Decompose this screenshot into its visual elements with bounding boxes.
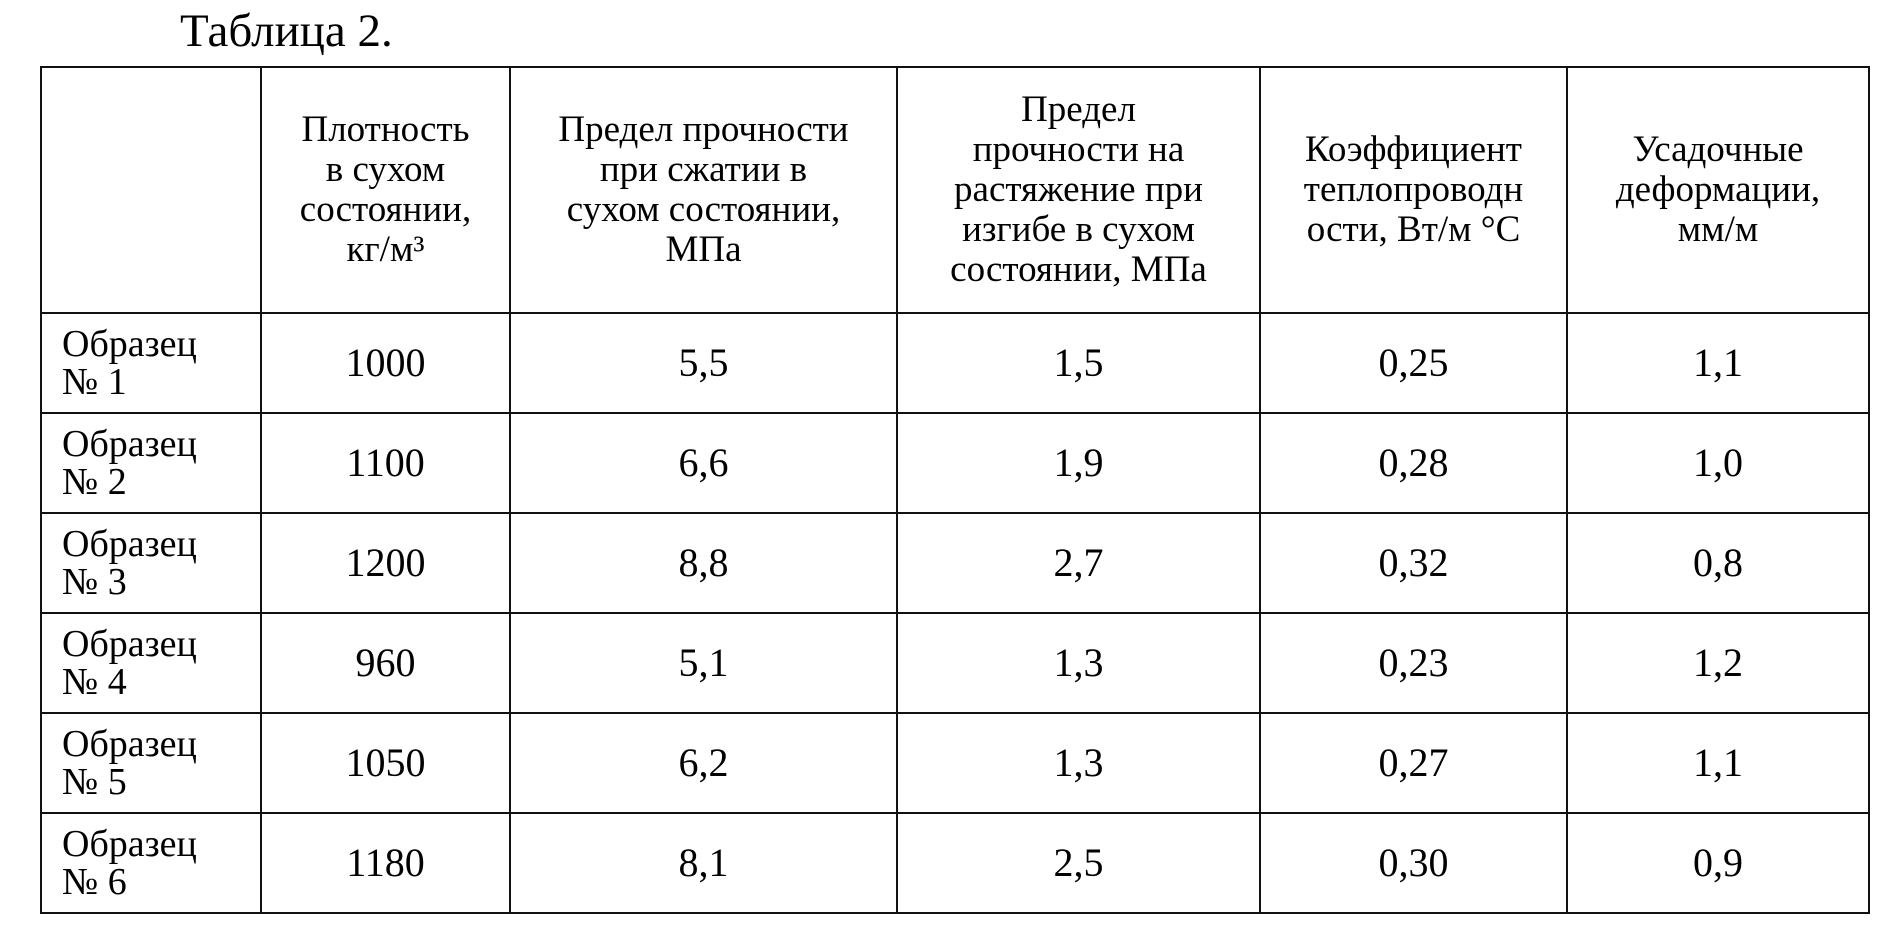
header-row: Плотность в сухом состоянии, кг/м³ Предел пр… <box>40 66 1870 314</box>
table-cell: 0,28 <box>1259 412 1568 514</box>
table-cell: 960 <box>260 612 511 714</box>
table-cell: 0,9 <box>1566 812 1870 914</box>
cell-line: № 1 <box>62 361 127 403</box>
cell-line: изгибе в сухом <box>962 208 1195 250</box>
table-cell: 1000 <box>260 312 511 414</box>
table-cell: 1,3 <box>896 612 1261 714</box>
table-cell: 6,2 <box>509 712 898 814</box>
cell-line: сухом состоянии, <box>566 189 841 230</box>
table-cell: 1,0 <box>1566 412 1870 514</box>
table-cell: 0,25 <box>1259 312 1568 414</box>
cell-line: Образец <box>62 823 197 865</box>
cell-line: Предел <box>1021 89 1136 131</box>
row-label: Образец № 6 <box>40 812 262 914</box>
table-body: Образец № 1 1000 5,5 1,5 0,25 1,1 Образец № 2 110… <box>40 312 1870 914</box>
cell-line: № 3 <box>62 561 127 603</box>
cell-line: при сжатии в <box>599 149 808 191</box>
table-cell: 2,7 <box>896 512 1261 614</box>
cell-line: прочности на <box>972 129 1185 171</box>
cell-line: растяжение при <box>954 169 1203 211</box>
table-cell: 1,1 <box>1566 712 1870 814</box>
table-cell: 0,8 <box>1566 512 1870 614</box>
table-row: Образец № 1 1000 5,5 1,5 0,25 1,1 <box>40 312 1870 414</box>
header-cell: Плотность в сухом состоянии, кг/м³ <box>260 66 511 314</box>
row-label: Образец № 4 <box>40 612 262 714</box>
table-cell: 8,1 <box>509 812 898 914</box>
table-cell: 0,30 <box>1259 812 1568 914</box>
cell-line: Образец <box>62 723 197 765</box>
cell-line: ости, Вт/м °С <box>1306 208 1521 250</box>
cell-line: № 4 <box>62 661 127 703</box>
table-cell: 5,5 <box>509 312 898 414</box>
row-label: Образец № 1 <box>40 312 262 414</box>
header-cell: Предел прочности при сжатии в сухом состоя… <box>509 66 898 314</box>
table-cell: 0,23 <box>1259 612 1568 714</box>
cell-line: № 5 <box>62 761 127 803</box>
table-cell: 1,3 <box>896 712 1261 814</box>
row-label: Образец № 3 <box>40 512 262 614</box>
cell-line: № 2 <box>62 461 127 503</box>
table-cell: 6,6 <box>509 412 898 514</box>
header-cell: Предел прочности на растяжение при изгибе в… <box>896 66 1261 314</box>
table-cell: 1,2 <box>1566 612 1870 714</box>
table-row: Образец № 3 1200 8,8 2,7 0,32 0,8 <box>40 512 1870 614</box>
cell-line: Коэффициент <box>1305 129 1522 171</box>
table-cell: 5,1 <box>509 612 898 714</box>
cell-line: МПа <box>665 228 742 270</box>
table-cell: 0,27 <box>1259 712 1568 814</box>
table-title: Таблица 2. <box>180 5 393 57</box>
table-row: Образец № 6 1180 8,1 2,5 0,30 0,9 <box>40 812 1870 914</box>
table-cell: 1,5 <box>896 312 1261 414</box>
table-cell: 1200 <box>260 512 511 614</box>
row-label: Образец № 5 <box>40 712 262 814</box>
cell-line: Образец <box>62 523 197 565</box>
table-row: Образец № 4 960 5,1 1,3 0,23 1,2 <box>40 612 1870 714</box>
cell-line: деформации, <box>1615 169 1821 211</box>
cell-line: состоянии, МПа <box>950 248 1207 290</box>
table-cell: 1100 <box>260 412 511 514</box>
table-cell: 8,8 <box>509 512 898 614</box>
table-cell: 0,32 <box>1259 512 1568 614</box>
table-header: Плотность в сухом состоянии, кг/м³ Предел пр… <box>40 66 1870 314</box>
cell-line: Усадочные <box>1632 129 1804 171</box>
cell-line: состоянии, <box>299 189 472 230</box>
cell-line: Предел прочности <box>558 109 849 151</box>
cell-line: Образец <box>62 423 197 465</box>
table-cell: 1180 <box>260 812 511 914</box>
header-cell <box>40 66 262 314</box>
cell-line: Плотность <box>301 109 470 151</box>
table-cell: 2,5 <box>896 812 1261 914</box>
table-cell: 1,9 <box>896 412 1261 514</box>
cell-line: Образец <box>62 623 197 665</box>
cell-line: Образец <box>62 323 197 365</box>
cell-line: № 6 <box>62 861 127 903</box>
data-table: Плотность в сухом состоянии, кг/м³ Предел пр… <box>40 66 1870 914</box>
cell-line: мм/м <box>1677 208 1759 250</box>
cell-line: теплопроводн <box>1303 169 1524 211</box>
header-cell: Усадочные деформации, мм/м <box>1566 66 1870 314</box>
header-cell: Коэффициент теплопроводн ости, Вт/м °С <box>1259 66 1568 314</box>
row-label: Образец № 2 <box>40 412 262 514</box>
cell-line: в сухом <box>325 149 446 191</box>
table-row: Образец № 2 1100 6,6 1,9 0,28 1,0 <box>40 412 1870 514</box>
table-cell: 1050 <box>260 712 511 814</box>
cell-line: кг/м³ <box>346 228 425 270</box>
table-cell: 1,1 <box>1566 312 1870 414</box>
table-row: Образец № 5 1050 6,2 1,3 0,27 1,1 <box>40 712 1870 814</box>
